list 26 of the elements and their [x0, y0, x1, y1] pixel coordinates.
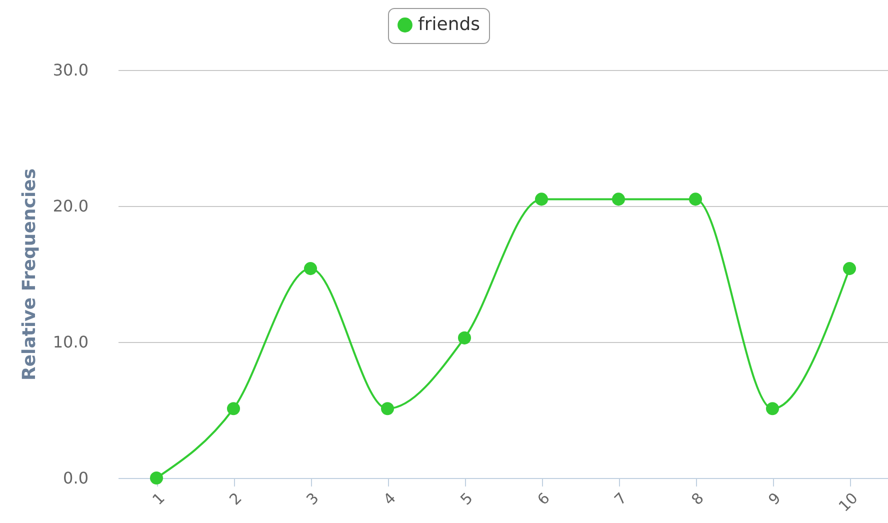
point [304, 262, 318, 276]
point [766, 402, 780, 416]
x-tick-label: 10 [835, 489, 862, 516]
y-axis-title: Relative Frequencies [18, 168, 40, 381]
point [150, 471, 164, 485]
legend-label: friends [418, 14, 480, 35]
x-tick-label: 7 [610, 489, 630, 509]
y-tick-label: 20.0 [52, 196, 88, 216]
point [226, 402, 240, 416]
point [842, 262, 856, 276]
x-tick-label: 3 [302, 489, 322, 509]
y-tick-label: 30.0 [52, 60, 88, 80]
x-tick-label: 8 [688, 489, 708, 509]
point [688, 192, 702, 206]
point [458, 331, 472, 344]
point [612, 192, 626, 206]
x-tick-label: 2 [226, 489, 246, 509]
x-tick-label: 1 [148, 489, 168, 509]
y-tick-label: 0.0 [63, 468, 88, 488]
point [380, 402, 394, 416]
y-tick-label: 10.0 [52, 332, 88, 352]
point [534, 192, 548, 206]
x-tick-label: 6 [534, 489, 554, 509]
x-tick-label: 5 [456, 489, 476, 509]
x-tick-label: 4 [380, 489, 400, 509]
x-tick-label: 9 [764, 489, 784, 509]
